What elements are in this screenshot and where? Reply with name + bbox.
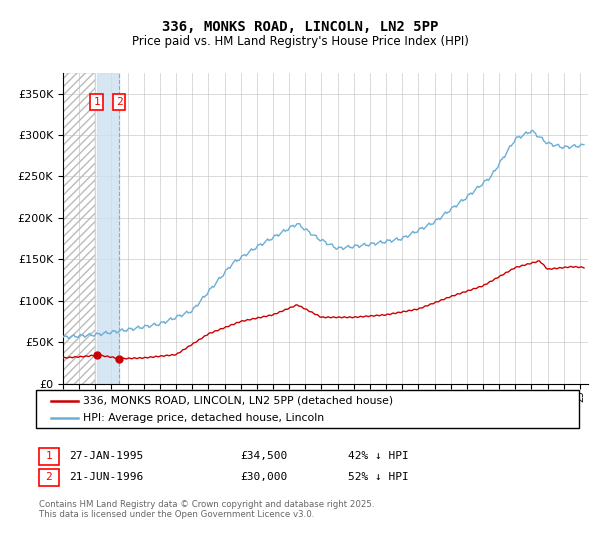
Text: 1: 1	[46, 451, 52, 461]
Text: £30,000: £30,000	[240, 472, 287, 482]
Text: 336, MONKS ROAD, LINCOLN, LN2 5PP: 336, MONKS ROAD, LINCOLN, LN2 5PP	[162, 20, 438, 34]
Text: £34,500: £34,500	[240, 451, 287, 461]
Text: 2: 2	[116, 97, 122, 107]
Text: Price paid vs. HM Land Registry's House Price Index (HPI): Price paid vs. HM Land Registry's House …	[131, 35, 469, 48]
Text: 52% ↓ HPI: 52% ↓ HPI	[348, 472, 409, 482]
Text: Contains HM Land Registry data © Crown copyright and database right 2025.
This d: Contains HM Land Registry data © Crown c…	[39, 500, 374, 519]
Bar	[97, 73, 119, 384]
Bar	[63, 73, 95, 384]
Text: HPI: Average price, detached house, Lincoln: HPI: Average price, detached house, Linc…	[83, 413, 324, 423]
Text: 1: 1	[93, 97, 100, 107]
Text: 42% ↓ HPI: 42% ↓ HPI	[348, 451, 409, 461]
Text: 27-JAN-1995: 27-JAN-1995	[69, 451, 143, 461]
Text: 336, MONKS ROAD, LINCOLN, LN2 5PP (detached house): 336, MONKS ROAD, LINCOLN, LN2 5PP (detac…	[83, 396, 393, 406]
Text: 21-JUN-1996: 21-JUN-1996	[69, 472, 143, 482]
Text: 2: 2	[46, 472, 52, 482]
